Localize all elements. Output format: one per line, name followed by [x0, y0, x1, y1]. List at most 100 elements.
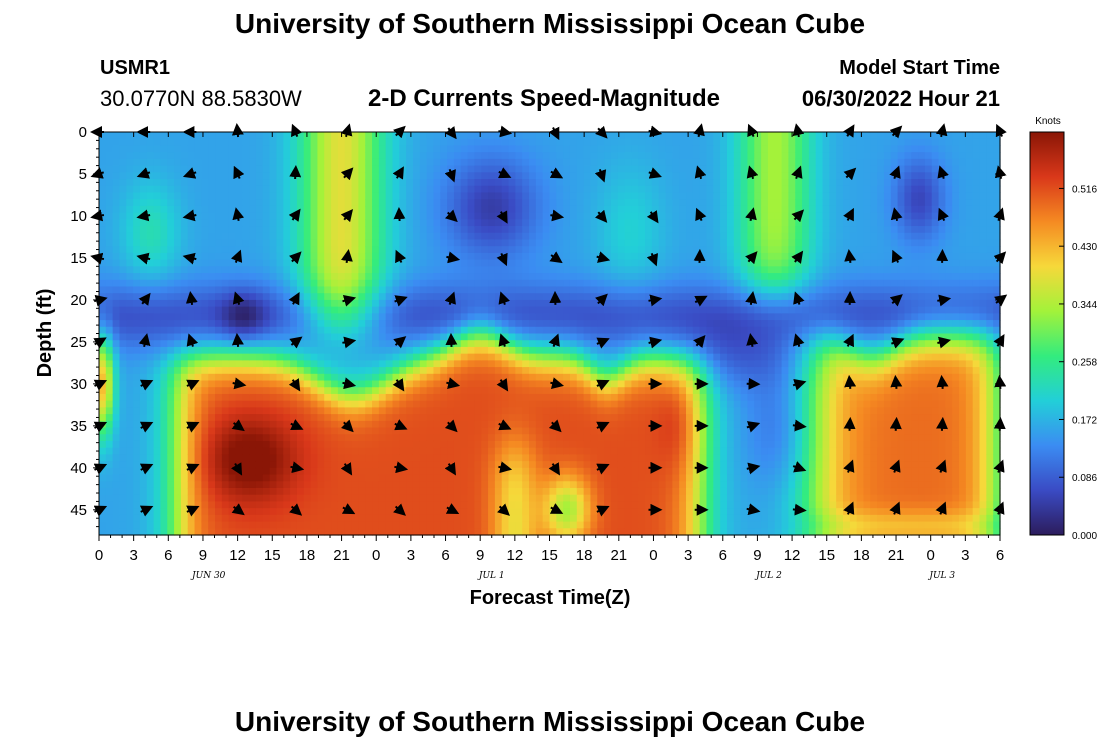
heatmap-cell	[133, 494, 141, 503]
heatmap-cell	[358, 521, 366, 529]
heatmap-cell	[488, 508, 496, 516]
heatmap-cell	[303, 340, 312, 348]
heatmap-cell	[508, 219, 516, 227]
heatmap-cell	[624, 400, 633, 408]
heatmap-cell	[515, 514, 523, 523]
heatmap-cell	[467, 252, 476, 261]
heatmap-cell	[529, 212, 537, 220]
heatmap-cell	[590, 380, 598, 388]
heatmap-cell	[385, 521, 394, 529]
heatmap-cell	[296, 266, 305, 274]
heatmap-cell	[412, 279, 421, 288]
heatmap-cell	[467, 346, 476, 355]
heatmap-cell	[535, 380, 544, 388]
heatmap-cell	[617, 279, 626, 288]
heatmap-cell	[474, 420, 482, 429]
heatmap-cell	[590, 239, 598, 247]
heatmap-cell	[146, 367, 155, 375]
heatmap-cell	[460, 427, 469, 435]
heatmap-cell	[126, 158, 134, 167]
heatmap-cell	[331, 259, 339, 267]
heatmap-cell	[645, 434, 653, 442]
heatmap-cell	[174, 246, 182, 254]
heatmap-cell	[542, 461, 551, 469]
heatmap-cell	[638, 286, 646, 294]
heatmap-cell	[337, 279, 346, 288]
heatmap-cell	[133, 192, 141, 200]
heatmap-cell	[563, 279, 571, 288]
heatmap-cell	[180, 219, 189, 227]
heatmap-cell	[310, 434, 319, 442]
heatmap-cell	[235, 528, 243, 536]
heatmap-cell	[535, 320, 544, 328]
heatmap-cell	[351, 440, 359, 449]
heatmap-cell	[351, 179, 359, 187]
heatmap-cell	[303, 172, 312, 180]
heatmap-cell	[310, 132, 319, 140]
heatmap-cell	[337, 440, 346, 449]
heatmap-cell	[433, 172, 441, 180]
heatmap-cell	[365, 259, 373, 267]
heatmap-cell	[556, 179, 564, 187]
heatmap-cell	[535, 467, 544, 476]
heatmap-cell	[460, 286, 469, 294]
heatmap-cell	[269, 306, 278, 314]
heatmap-cell	[453, 467, 462, 476]
heatmap-cell	[351, 400, 359, 408]
heatmap-cell	[474, 393, 482, 402]
heatmap-cell	[99, 481, 107, 489]
heatmap-cell	[283, 427, 291, 435]
heatmap-cell	[105, 165, 114, 173]
heatmap-cell	[412, 219, 421, 227]
heatmap-cell	[208, 340, 216, 348]
heatmap-cell	[194, 407, 202, 415]
heatmap-cell	[392, 400, 400, 408]
heatmap-cell	[221, 461, 230, 469]
heatmap-cell	[501, 165, 510, 173]
heatmap-cell	[358, 192, 366, 200]
heatmap-cell	[460, 487, 469, 496]
heatmap-cell	[296, 199, 305, 207]
heatmap-cell	[310, 454, 319, 462]
heatmap-cell	[590, 266, 598, 274]
heatmap-cell	[235, 219, 243, 227]
heatmap-cell	[515, 340, 523, 348]
heatmap-cell	[153, 219, 162, 227]
heatmap-cell	[460, 494, 469, 503]
heatmap-cell	[221, 145, 230, 153]
heatmap-cell	[317, 306, 325, 314]
heatmap-cell	[406, 320, 414, 328]
heatmap-cell	[658, 514, 667, 523]
heatmap-cell	[296, 152, 305, 160]
heatmap-cell	[344, 219, 353, 227]
heatmap-cell	[453, 340, 462, 348]
heatmap-cell	[112, 528, 121, 536]
heatmap-cell	[419, 393, 428, 402]
heatmap-cell	[337, 380, 346, 388]
heatmap-cell	[126, 246, 134, 254]
heatmap-cell	[317, 434, 325, 442]
heatmap-cell	[139, 387, 148, 395]
heatmap-cell	[590, 259, 598, 267]
heatmap-cell	[590, 340, 598, 348]
heatmap-cell	[610, 286, 619, 294]
heatmap-cell	[419, 152, 428, 160]
heatmap-cell	[412, 494, 421, 503]
heatmap-cell	[508, 373, 516, 382]
heatmap-cell	[249, 158, 257, 167]
heatmap-cell	[563, 212, 571, 220]
heatmap-cell	[215, 179, 223, 187]
heatmap-cell	[412, 179, 421, 187]
heatmap-cell	[283, 306, 291, 314]
heatmap-cell	[583, 353, 592, 361]
heatmap-cell	[535, 353, 544, 361]
heatmap-cell	[215, 306, 223, 314]
heatmap-cell	[426, 360, 435, 368]
heatmap-cell	[467, 158, 476, 167]
heatmap-cell	[324, 434, 332, 442]
heatmap-cell	[269, 320, 278, 328]
heatmap-cell	[249, 199, 257, 207]
heatmap-cell	[542, 414, 551, 422]
heatmap-cell	[242, 313, 250, 321]
heatmap-cell	[467, 474, 476, 482]
